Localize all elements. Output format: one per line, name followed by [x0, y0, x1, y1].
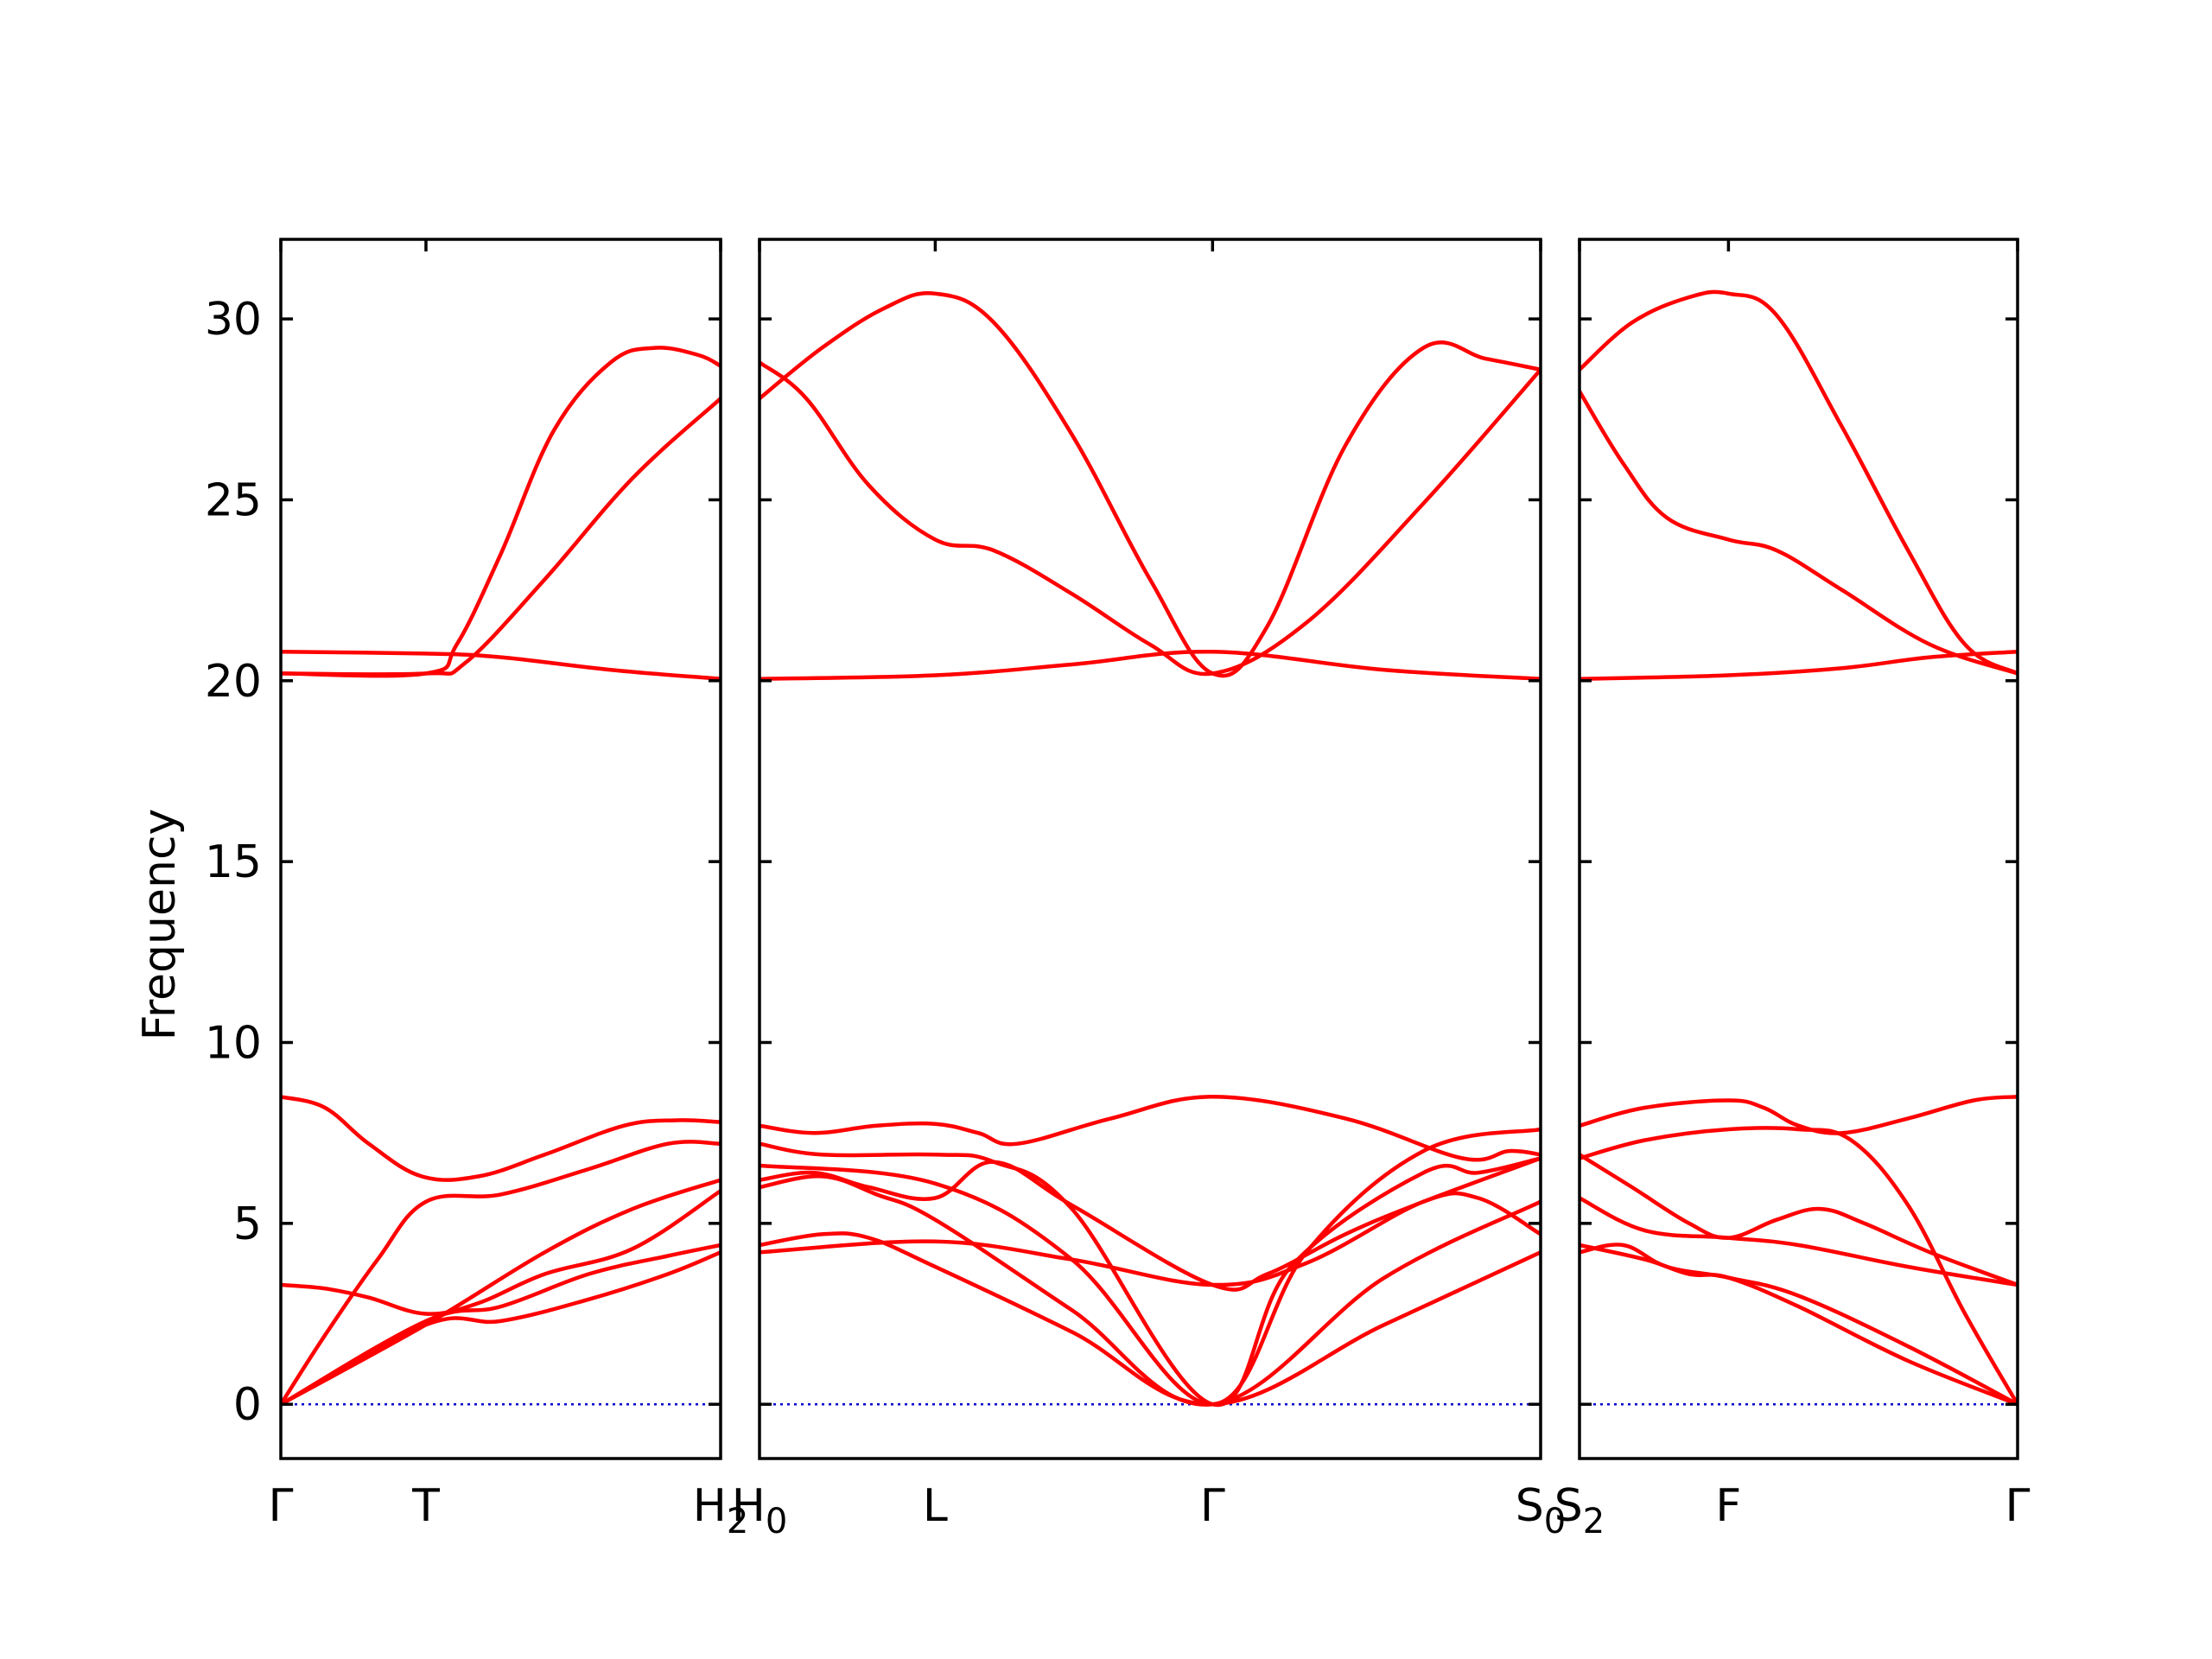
- band-line: [281, 1250, 721, 1407]
- band-line: [281, 1178, 721, 1407]
- band-line: [1580, 650, 2018, 681]
- band-line: [1580, 1243, 2018, 1407]
- panel-frame: [279, 238, 722, 1460]
- band-line: [281, 1095, 721, 1182]
- band-line: [1580, 1243, 2018, 1407]
- band-line: [1580, 1153, 2018, 1287]
- x-tick-label: S0: [1516, 1480, 1566, 1541]
- panel-frame: [758, 238, 1542, 1460]
- band-line: [1580, 1196, 2018, 1287]
- band-line: [281, 1140, 721, 1407]
- band-line: [281, 396, 721, 677]
- band-line: [281, 1243, 721, 1407]
- y-axis-title: Frequency: [134, 809, 186, 1041]
- x-tick-label: Γ: [2005, 1480, 2031, 1532]
- panel-2: H0 L Γ S0: [732, 238, 1566, 1541]
- band-group: [1580, 289, 2018, 1407]
- band-line: [760, 1231, 1541, 1407]
- x-tick-label: S2: [1554, 1480, 1605, 1541]
- y-tick-label: 20: [205, 656, 262, 708]
- y-tick-label: 0: [233, 1379, 262, 1431]
- x-tick-label: L: [923, 1480, 948, 1532]
- y-tick-label: 25: [205, 474, 262, 526]
- y-tick-label: 5: [233, 1198, 262, 1250]
- y-tick-label: 10: [205, 1018, 262, 1070]
- band-line: [760, 1191, 1541, 1287]
- y-tick-label: 15: [205, 836, 262, 888]
- band-line: [760, 650, 1541, 681]
- band-line: [1580, 389, 2018, 676]
- band-line: [760, 1174, 1541, 1407]
- band-line: [1580, 1126, 2018, 1407]
- band-line: [1580, 289, 2018, 676]
- band-line: [760, 290, 1541, 678]
- panel-1: Γ T H2 0 5 10 15 20 25 30: [205, 238, 749, 1541]
- band-line: [760, 1141, 1541, 1408]
- x-tick-label: H2: [693, 1480, 749, 1541]
- x-tick-label: T: [411, 1480, 440, 1532]
- panel-frame: [1578, 238, 2019, 1460]
- x-tick-label: H0: [732, 1480, 788, 1541]
- band-line: [1580, 1095, 2018, 1135]
- band-line: [760, 1127, 1541, 1407]
- x-tick-label: Γ: [269, 1480, 294, 1532]
- band-line: [760, 1156, 1541, 1292]
- band-line: [281, 650, 721, 681]
- band-group: [760, 290, 1541, 1408]
- x-tick-label: Γ: [1200, 1480, 1225, 1532]
- band-line: [760, 360, 1541, 677]
- band-line: [281, 1188, 721, 1316]
- x-tick-label: F: [1715, 1480, 1741, 1532]
- band-group: [281, 346, 721, 1407]
- y-tick-label: 30: [205, 294, 262, 346]
- panel-3: S2 F Γ: [1554, 238, 2031, 1541]
- band-line: [760, 1095, 1541, 1162]
